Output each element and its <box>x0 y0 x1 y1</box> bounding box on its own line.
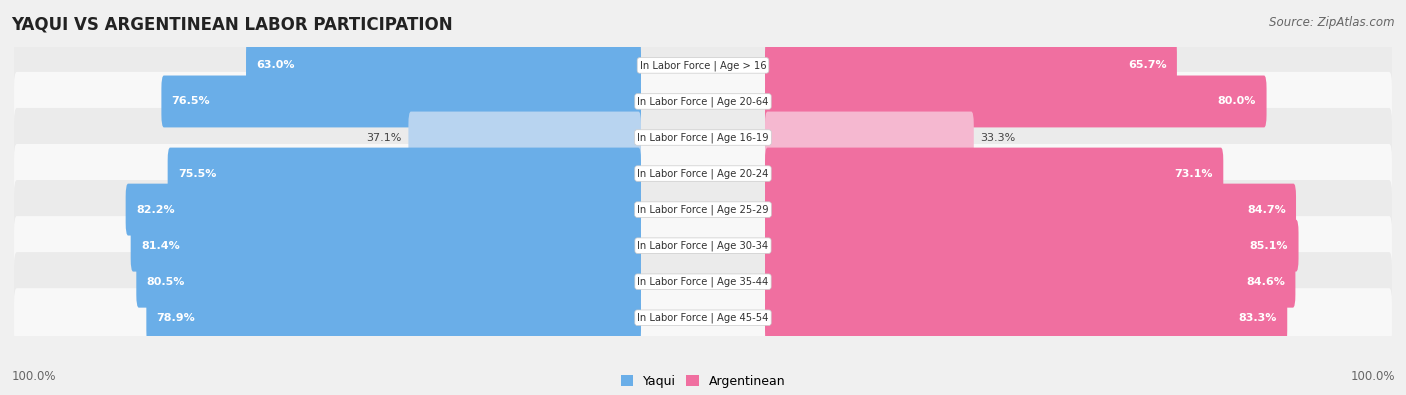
Text: 80.0%: 80.0% <box>1218 96 1256 107</box>
Text: 65.7%: 65.7% <box>1128 60 1167 70</box>
Text: YAQUI VS ARGENTINEAN LABOR PARTICIPATION: YAQUI VS ARGENTINEAN LABOR PARTICIPATION <box>11 16 453 34</box>
FancyBboxPatch shape <box>765 256 1295 308</box>
Text: 100.0%: 100.0% <box>11 370 56 383</box>
FancyBboxPatch shape <box>765 75 1267 128</box>
FancyBboxPatch shape <box>167 148 641 199</box>
FancyBboxPatch shape <box>14 180 1392 239</box>
Text: 84.7%: 84.7% <box>1247 205 1285 214</box>
FancyBboxPatch shape <box>14 288 1392 347</box>
Text: In Labor Force | Age 20-64: In Labor Force | Age 20-64 <box>637 96 769 107</box>
Text: 78.9%: 78.9% <box>156 313 195 323</box>
FancyBboxPatch shape <box>125 184 641 235</box>
Text: In Labor Force | Age 30-34: In Labor Force | Age 30-34 <box>637 241 769 251</box>
Text: 76.5%: 76.5% <box>172 96 211 107</box>
Text: In Labor Force | Age 35-44: In Labor Force | Age 35-44 <box>637 276 769 287</box>
FancyBboxPatch shape <box>765 148 1223 199</box>
FancyBboxPatch shape <box>136 256 641 308</box>
FancyBboxPatch shape <box>765 184 1296 235</box>
FancyBboxPatch shape <box>14 108 1392 167</box>
FancyBboxPatch shape <box>146 292 641 344</box>
FancyBboxPatch shape <box>14 252 1392 311</box>
Text: 73.1%: 73.1% <box>1174 169 1213 179</box>
Text: In Labor Force | Age 16-19: In Labor Force | Age 16-19 <box>637 132 769 143</box>
Text: 33.3%: 33.3% <box>980 132 1017 143</box>
FancyBboxPatch shape <box>14 36 1392 95</box>
Text: 80.5%: 80.5% <box>146 276 186 287</box>
Text: In Labor Force | Age 45-54: In Labor Force | Age 45-54 <box>637 312 769 323</box>
Text: 63.0%: 63.0% <box>256 60 295 70</box>
Legend: Yaqui, Argentinean: Yaqui, Argentinean <box>616 370 790 393</box>
Text: 37.1%: 37.1% <box>366 132 402 143</box>
FancyBboxPatch shape <box>14 72 1392 131</box>
Text: In Labor Force | Age 25-29: In Labor Force | Age 25-29 <box>637 204 769 215</box>
Text: 82.2%: 82.2% <box>136 205 174 214</box>
FancyBboxPatch shape <box>765 111 974 164</box>
Text: 84.6%: 84.6% <box>1246 276 1285 287</box>
FancyBboxPatch shape <box>14 144 1392 203</box>
FancyBboxPatch shape <box>246 40 641 91</box>
FancyBboxPatch shape <box>14 216 1392 275</box>
Text: In Labor Force | Age > 16: In Labor Force | Age > 16 <box>640 60 766 71</box>
FancyBboxPatch shape <box>765 40 1177 91</box>
Text: In Labor Force | Age 20-24: In Labor Force | Age 20-24 <box>637 168 769 179</box>
Text: 81.4%: 81.4% <box>141 241 180 251</box>
FancyBboxPatch shape <box>131 220 641 272</box>
FancyBboxPatch shape <box>408 111 641 164</box>
Text: 85.1%: 85.1% <box>1250 241 1288 251</box>
Text: 75.5%: 75.5% <box>179 169 217 179</box>
Text: 100.0%: 100.0% <box>1350 370 1395 383</box>
Text: Source: ZipAtlas.com: Source: ZipAtlas.com <box>1270 16 1395 29</box>
FancyBboxPatch shape <box>162 75 641 128</box>
FancyBboxPatch shape <box>765 220 1299 272</box>
Text: 83.3%: 83.3% <box>1239 313 1277 323</box>
FancyBboxPatch shape <box>765 292 1288 344</box>
